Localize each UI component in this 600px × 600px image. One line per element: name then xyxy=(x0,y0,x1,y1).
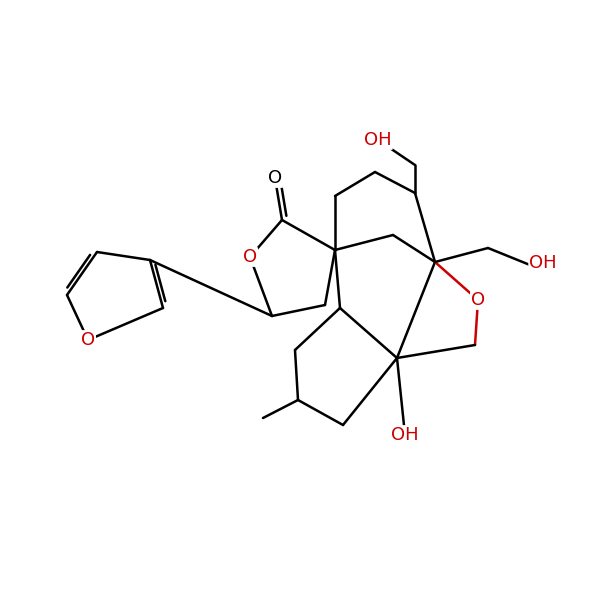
Text: OH: OH xyxy=(364,131,392,149)
Text: O: O xyxy=(81,331,95,349)
Text: OH: OH xyxy=(391,426,419,444)
Text: O: O xyxy=(471,291,485,309)
Text: O: O xyxy=(243,248,257,266)
Text: OH: OH xyxy=(529,254,557,272)
Text: O: O xyxy=(268,169,282,187)
